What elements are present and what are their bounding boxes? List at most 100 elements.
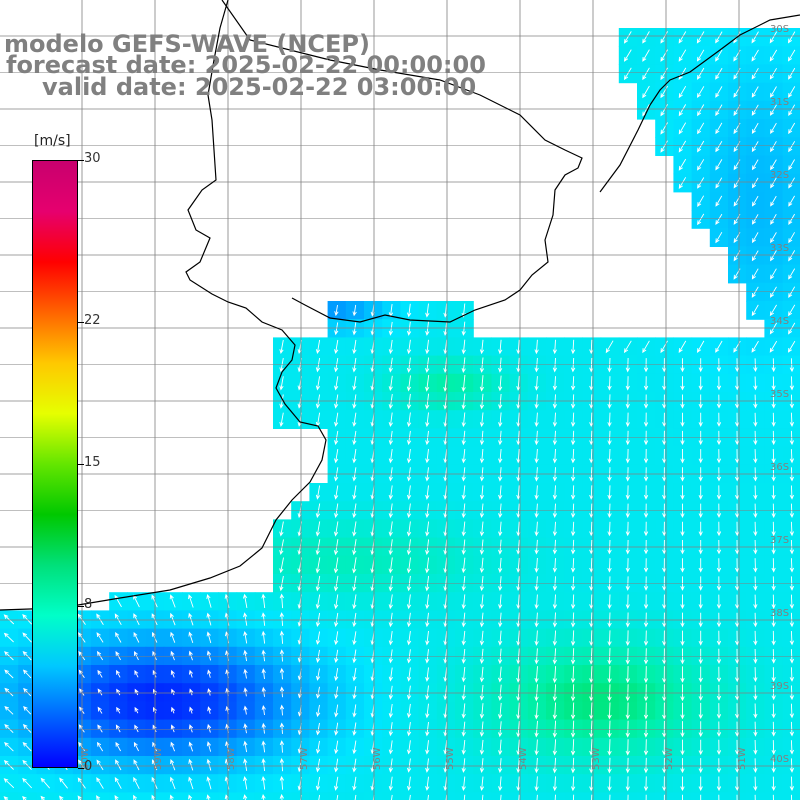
wind-arrow: [552, 776, 557, 792]
wind-arrow: [334, 758, 339, 773]
wind-arrow: [406, 649, 412, 664]
wind-arrow: [497, 684, 503, 701]
wind-arrow: [261, 758, 266, 772]
wind-arrow: [662, 576, 667, 591]
wind-arrow: [534, 612, 539, 628]
wind-arrow: [643, 612, 649, 628]
wind-arrow: [315, 776, 321, 791]
wind-arrow: [461, 648, 466, 664]
wind-arrow: [388, 776, 393, 791]
colorbar-tick-label: 22: [84, 313, 101, 329]
wind-arrow: [243, 740, 248, 753]
wind-arrow: [788, 268, 796, 280]
wind-arrow: [243, 687, 248, 697]
wind-arrow: [425, 667, 430, 682]
wind-arrow: [623, 67, 632, 81]
wind-arrow: [607, 666, 612, 684]
wind-arrow: [279, 339, 284, 355]
latitude-label: 40S: [770, 754, 789, 765]
wind-arrow: [589, 376, 594, 391]
wind-arrow: [734, 739, 740, 755]
wind-arrow: [662, 594, 667, 610]
wind-arrow: [771, 521, 776, 537]
wind-arrow: [516, 557, 521, 573]
wind-arrow: [589, 702, 594, 720]
wind-arrow: [680, 594, 685, 610]
wind-cell: [109, 792, 128, 800]
wind-arrow: [734, 449, 740, 464]
wind-arrow: [206, 650, 212, 661]
wind-arrow: [243, 649, 248, 662]
wind-arrow: [406, 776, 412, 791]
wind-cell: [327, 792, 347, 800]
wind-arrow: [698, 684, 703, 701]
wind-arrow: [642, 85, 650, 99]
wind-arrow: [333, 557, 339, 574]
wind-arrow: [734, 703, 740, 719]
wind-arrow: [770, 159, 777, 171]
wind-arrow: [662, 448, 667, 464]
wind-arrow: [315, 521, 321, 537]
wind-arrow: [662, 720, 667, 738]
wind-arrow: [788, 213, 795, 226]
wind-arrow: [406, 375, 412, 392]
wind-arrow: [643, 666, 649, 684]
wind-arrow: [570, 594, 576, 610]
wind-arrow: [516, 776, 521, 792]
wind-arrow: [206, 612, 212, 626]
latitude-label: 39S: [770, 681, 789, 692]
longitude-label: 53W: [591, 747, 602, 770]
wind-arrow: [680, 666, 685, 683]
wind-arrow: [425, 375, 430, 392]
wind-arrow: [570, 521, 576, 537]
wind-arrow: [680, 758, 685, 774]
wind-arrow: [698, 630, 703, 646]
wind-arrow: [696, 31, 705, 44]
wind-arrow: [388, 485, 393, 500]
wind-arrow: [570, 558, 576, 573]
wind-arrow: [4, 687, 14, 697]
wind-arrow: [771, 449, 776, 464]
wind-arrow: [334, 649, 339, 664]
wind-arrow: [333, 521, 339, 537]
wind-arrow: [406, 612, 412, 628]
wind-arrow: [698, 702, 703, 720]
wind-arrow: [479, 776, 485, 792]
longitude-label: 59W: [153, 747, 164, 770]
wind-arrow: [680, 702, 685, 720]
wind-arrow: [170, 724, 175, 733]
wind-arrow: [352, 776, 357, 791]
wind-arrow: [443, 649, 448, 664]
wind-cell: [236, 792, 256, 800]
wind-arrow: [388, 703, 393, 719]
wind-arrow: [771, 703, 776, 719]
wind-arrow: [642, 49, 650, 62]
wind-arrow: [751, 214, 759, 225]
wind-arrow: [334, 449, 339, 464]
wind-arrow: [589, 630, 594, 647]
wind-arrow: [315, 740, 321, 754]
latitude-label: 32S: [770, 170, 789, 181]
wind-arrow: [22, 777, 33, 789]
wind-arrow: [461, 630, 466, 646]
wind-arrow: [425, 594, 430, 610]
wind-arrow: [443, 449, 448, 464]
wind-arrow: [716, 576, 722, 591]
wind-arrow: [425, 485, 430, 500]
wind-arrow: [534, 521, 539, 537]
wind-arrow: [680, 739, 685, 756]
wind-cell: [0, 792, 19, 800]
wind-arrow: [591, 794, 593, 800]
wind-arrow: [334, 339, 339, 355]
wind-arrow: [662, 485, 667, 500]
map-title-valid-date: valid date: 2025-02-22 03:00:00: [42, 73, 477, 101]
wind-arrow: [169, 594, 176, 608]
wind-arrow: [461, 739, 466, 755]
wind-arrow: [22, 759, 32, 770]
wind-arrow: [97, 724, 103, 733]
wind-arrow: [771, 649, 776, 664]
wind-arrow: [169, 776, 176, 790]
wind-arrow: [678, 49, 687, 62]
wind-arrow: [134, 651, 139, 661]
wind-arrow: [788, 195, 795, 207]
